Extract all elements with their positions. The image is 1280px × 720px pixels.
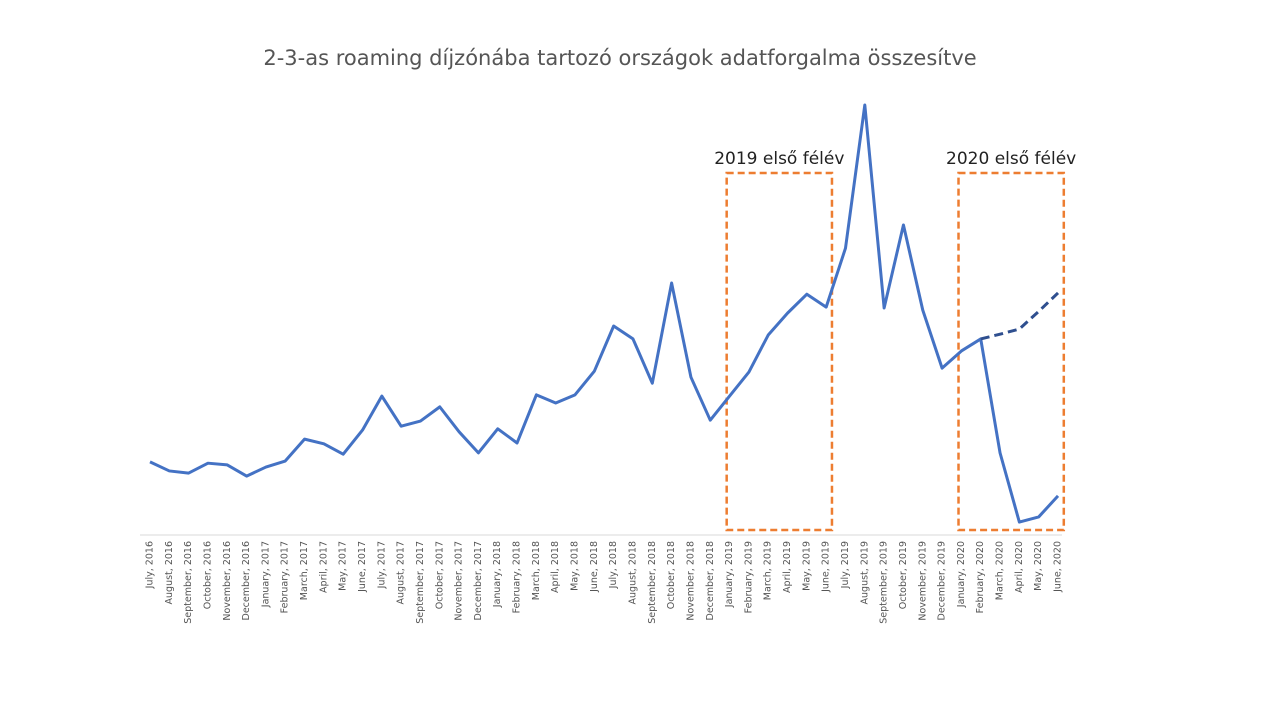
x-tick-label: July, 2016: [145, 541, 156, 589]
x-tick-label: February, 2019: [743, 541, 754, 613]
x-tick-label: March, 2017: [299, 541, 310, 600]
x-tick-label: December, 2019: [937, 541, 948, 620]
x-tick-label: December, 2017: [473, 541, 484, 620]
x-tick-label: March, 2020: [995, 541, 1006, 600]
x-tick-label: October, 2016: [202, 541, 213, 609]
x-tick-label: January, 2020: [956, 541, 967, 608]
x-tick-label: March, 2018: [531, 541, 542, 600]
x-tick-label: December, 2018: [705, 541, 716, 620]
x-tick-label: February, 2017: [280, 541, 291, 613]
annotation-label: 2019 első félév: [714, 149, 844, 169]
x-tick-label: March, 2019: [763, 541, 774, 600]
x-tick-label: June, 2018: [589, 541, 600, 593]
x-tick-label: May, 2019: [801, 541, 812, 591]
x-tick-label: October, 2019: [898, 541, 909, 609]
chart-title: 2-3-as roaming díjzónába tartozó országo…: [263, 46, 976, 70]
x-tick-label: August, 2018: [627, 541, 638, 604]
x-tick-label: September, 2019: [879, 541, 890, 624]
x-tick-label: July, 2018: [608, 541, 619, 589]
x-tick-label: September, 2017: [415, 541, 426, 624]
x-tick-label: July, 2017: [376, 541, 387, 589]
x-tick-label: January, 2017: [260, 541, 271, 608]
x-tick-label: April, 2019: [782, 541, 793, 593]
x-tick-label: January, 2018: [492, 541, 503, 608]
line-series: [980, 291, 1060, 341]
x-tick-label: May, 2018: [570, 541, 581, 591]
x-tick-label: August, 2019: [859, 541, 870, 604]
line-series: [149, 103, 1060, 524]
x-tick-label: September, 2016: [183, 541, 194, 624]
x-tick-label: February, 2020: [975, 541, 986, 613]
x-tick-label: October, 2017: [434, 541, 445, 609]
annotation-box: [957, 171, 1066, 532]
x-tick-label: May, 2017: [338, 541, 349, 591]
x-tick-label: April, 2018: [550, 541, 561, 593]
x-tick-label: November, 2018: [685, 541, 696, 621]
x-tick-label: August, 2017: [396, 541, 407, 604]
x-tick-label: May, 2020: [1033, 541, 1044, 591]
x-tick-label: September, 2018: [647, 541, 658, 624]
x-tick-label: April, 2017: [318, 541, 329, 593]
annotation-label: 2020 első félév: [946, 149, 1076, 169]
x-tick-label: October, 2018: [666, 541, 677, 609]
x-tick-label: February, 2018: [512, 541, 523, 613]
annotation-box: [725, 171, 834, 532]
x-tick-label: June, 2020: [1053, 541, 1064, 593]
x-tick-label: December, 2016: [241, 541, 252, 620]
x-tick-label: November, 2017: [454, 541, 465, 621]
x-tick-label: July, 2019: [840, 541, 851, 589]
x-tick-label: August, 2016: [164, 541, 175, 604]
x-tick-label: April, 2020: [1014, 541, 1025, 593]
x-tick-label: November, 2019: [917, 541, 928, 621]
x-tick-label: June, 2019: [821, 541, 832, 593]
x-tick-label: January, 2019: [724, 541, 735, 608]
x-tick-label: November, 2016: [222, 541, 233, 621]
x-tick-label: June, 2017: [357, 541, 368, 593]
